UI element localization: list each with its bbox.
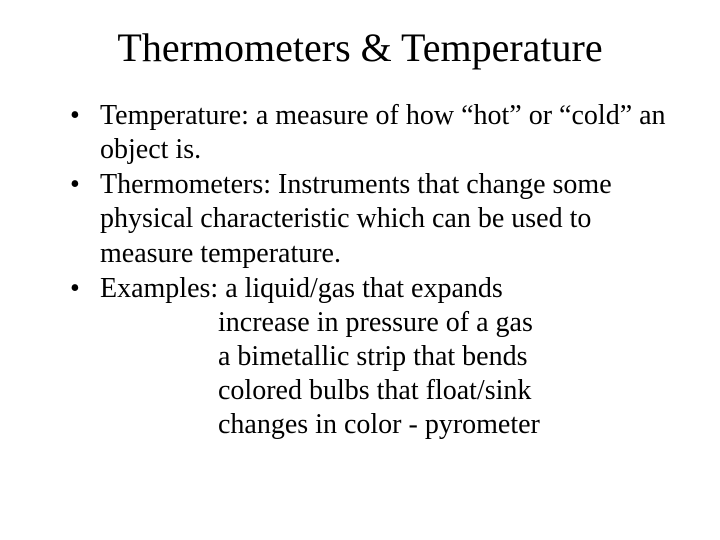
bullet-list: Temperature: a measure of how “hot” or “…	[50, 99, 670, 443]
subline: changes in color - pyrometer	[218, 408, 670, 442]
bullet-item: Examples: a liquid/gas that expands incr…	[70, 272, 670, 443]
subline: increase in pressure of a gas	[218, 306, 670, 340]
subline: a bimetallic strip that bends	[218, 340, 670, 374]
bullet-item: Thermometers: Instruments that change so…	[70, 168, 670, 270]
sublines: increase in pressure of a gas a bimetall…	[100, 306, 670, 443]
bullet-text: Examples: a liquid/gas that expands	[100, 273, 503, 304]
bullet-item: Temperature: a measure of how “hot” or “…	[70, 99, 670, 167]
bullet-text: Temperature: a measure of how “hot” or “…	[100, 100, 666, 165]
slide-title: Thermometers & Temperature	[50, 24, 670, 71]
bullet-text: Thermometers: Instruments that change so…	[100, 169, 612, 268]
subline: colored bulbs that float/sink	[218, 374, 670, 408]
